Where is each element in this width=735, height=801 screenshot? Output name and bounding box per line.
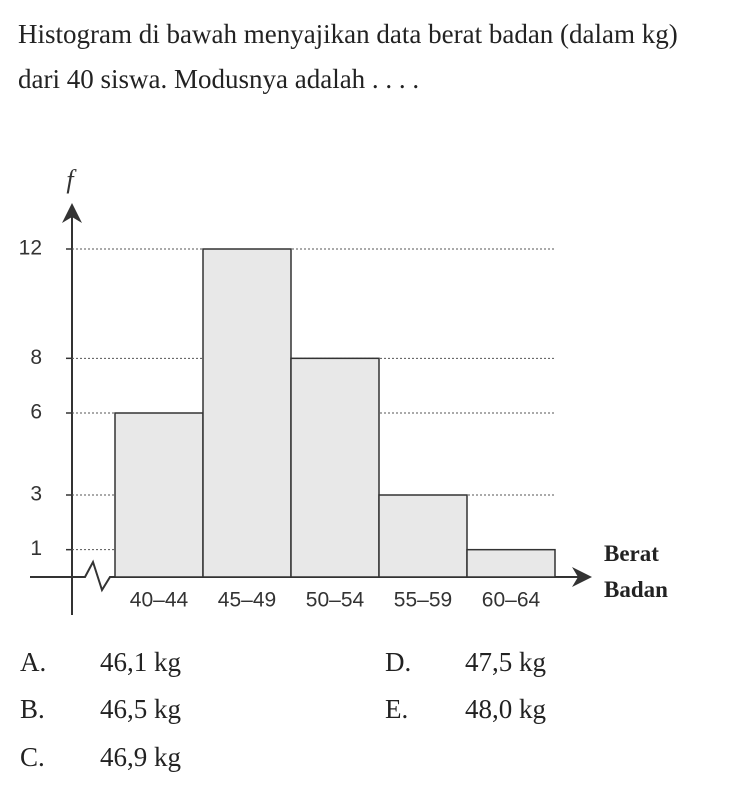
option-letter: B. (20, 694, 45, 724)
y-tick-label: 8 (30, 346, 42, 369)
option-letter: E. (385, 694, 409, 724)
option-text: 46,5 kg (100, 694, 181, 724)
bar (114, 412, 204, 578)
bar (466, 548, 556, 578)
bar (290, 357, 380, 578)
option-text: 48,0 kg (465, 694, 546, 724)
x-tick-label: 55–59 (394, 589, 452, 612)
x-tick-label: 60–64 (482, 589, 541, 612)
option-letter: C. (20, 742, 45, 772)
bar (202, 248, 292, 578)
option-text: 47,5 kg (465, 647, 546, 677)
question: Histogram di bawah menyajikan data berat… (18, 19, 678, 94)
y-axis-label: f (66, 165, 77, 194)
option-letter: A. (20, 647, 47, 677)
option-text: 46,9 kg (100, 742, 181, 772)
bar (378, 494, 468, 578)
y-tick-label: 3 (30, 483, 42, 506)
x-axis-label: Berat Badan (604, 541, 668, 602)
x-tick-label: 40–44 (130, 589, 189, 612)
option-text: 46,1 kg (100, 647, 181, 677)
y-tick-label: 1 (30, 537, 42, 560)
y-tick-label: 6 (30, 401, 42, 424)
x-tick-label: 50–54 (306, 589, 365, 612)
y-tick-label: 12 (19, 237, 42, 260)
x-tick-label: 45–49 (218, 589, 276, 612)
option-letter: D. (385, 647, 412, 677)
